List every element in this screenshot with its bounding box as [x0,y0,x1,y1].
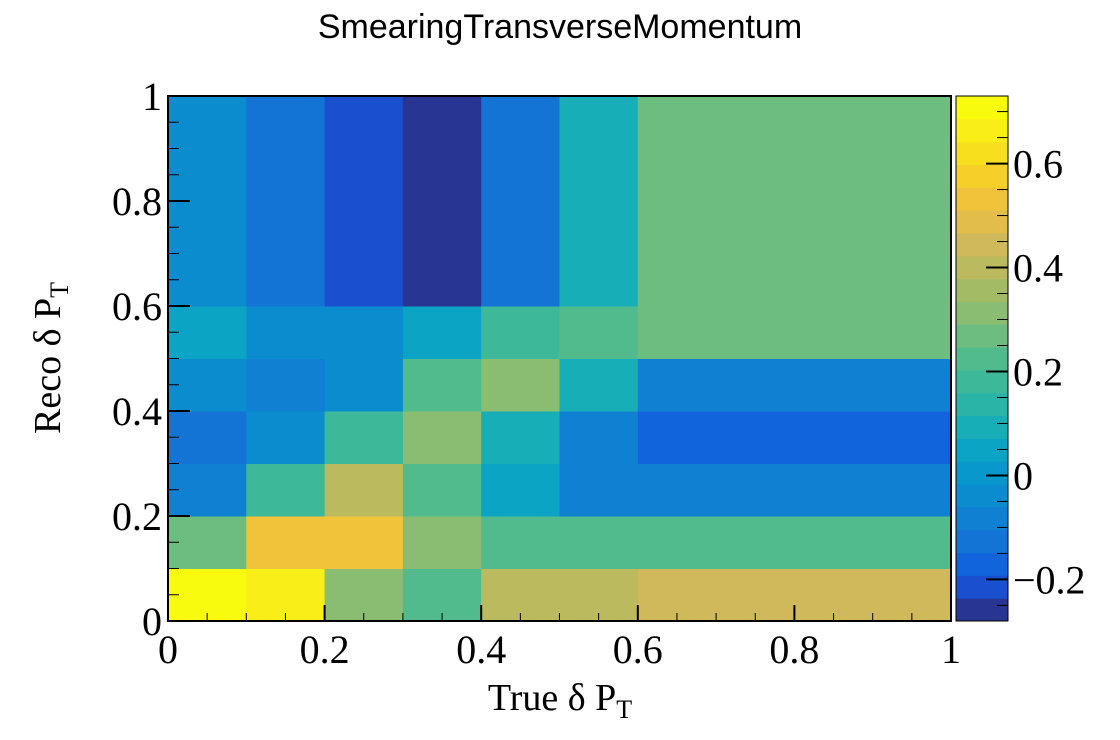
heatmap-cell [246,411,326,464]
heatmap-cell [637,96,952,307]
heatmap-cell [559,306,639,359]
heatmap-cell [246,306,326,359]
heatmap-cell [402,463,482,517]
heatmap-cell [637,358,952,412]
chart-title: SmearingTransverseMomentum [318,8,802,46]
color-scale-tick-label: −0.2 [1013,557,1086,602]
heatmap-cell [168,306,247,359]
heatmap-cell [559,358,639,412]
heatmap-cell [559,411,639,464]
color-scale-band [956,278,1008,302]
palette-frame [955,95,1009,622]
color-scale-tick-label: 0 [1013,453,1033,498]
heatmap-cell [324,568,404,622]
heatmap-cell [559,516,639,569]
heatmap-cell [481,568,560,622]
heatmap-cell [324,358,404,412]
y-tick-label: 0.4 [112,389,162,434]
heatmap-cell [481,306,560,359]
heatmap-cell [402,358,482,412]
heatmap-cell [481,358,560,412]
color-scale-tick-label: 0.2 [1013,349,1063,394]
color-scale-band [956,552,1008,576]
color-scale-band [956,438,1008,462]
color-scale-tick-label: 0.6 [1013,142,1063,187]
x-tick-label: 0.6 [613,627,663,672]
x-tick-label: 1 [941,627,961,672]
color-scale-band [956,506,1008,531]
heatmap-cell [559,96,639,307]
heatmap-cell [324,306,404,359]
color-scale-band [956,461,1008,485]
heatmap-cell [637,463,952,517]
heatmap-cell [559,463,639,517]
color-scale-band [956,164,1008,188]
heatmap-cell [168,568,247,622]
heatmap-cell [637,411,952,464]
heatmap-cell [168,411,247,464]
heatmap-cell [246,358,326,412]
color-scale: −0.2 0 0.2 0.4 0.6 [956,96,1086,622]
heatmap-cell [246,463,326,517]
color-scale-band [956,598,1008,622]
y-tick-label: 0.8 [112,179,162,224]
heatmap-cell [324,96,404,307]
x-tick-label: 0.2 [300,627,350,672]
color-scale-band [956,484,1008,508]
color-scale-band [956,96,1008,120]
heatmap-cell [246,96,326,307]
color-scale-tick-label: 0.4 [1013,246,1063,291]
heatmap-cell [324,463,404,517]
x-tick-label: 0.4 [456,627,506,672]
color-scale-band [956,118,1008,143]
x-tick-label: 0 [158,627,178,672]
x-tick-label: 0.8 [769,627,819,672]
heatmap-cell [402,411,482,464]
color-scale-band [956,187,1008,211]
heatmap-cell [637,516,952,569]
color-scale-band [956,232,1008,257]
heatmap-cell [402,306,482,359]
heatmap-cell [246,516,326,569]
heatmap-cell [481,463,560,517]
heatmap-cells [168,96,952,622]
heatmap-cell [402,516,482,569]
color-scale-band [956,210,1008,234]
color-scale-band [956,347,1008,371]
axes: 00 0.2 0.2 0.4 0.4 0.6 0.6 0.8 0.8 1 1 [112,74,961,672]
heatmap-cell [324,516,404,569]
y-axis-label: Reco δ PT [27,282,74,434]
heatmap-cell [481,516,560,569]
color-scale-band [956,324,1008,348]
y-tick-label: 1 [142,74,162,119]
color-scale-band [956,141,1008,165]
color-scale-band [956,301,1008,325]
heatmap-cell [481,411,560,464]
heatmap-cell [559,568,639,622]
color-scale-band [956,415,1008,439]
color-scale-band [956,529,1008,554]
heatmap-cell [402,568,482,622]
y-tick-label: 0.6 [112,284,162,329]
x-axis-label: True δ PT [488,677,632,724]
heatmap-cell [324,411,404,464]
heatmap-cell [168,358,247,412]
heatmap-cell [402,96,482,307]
y-tick-label: 0.2 [112,494,162,539]
y-tick-label: 0 [142,599,162,644]
color-scale-band [956,575,1008,599]
heatmap-cell [246,568,326,622]
heatmap-cell [168,516,247,569]
heatmap-cell [637,306,952,359]
color-scale-band [956,392,1008,417]
color-scale-band [956,369,1008,394]
heatmap-cell [481,96,560,307]
color-scale-band [956,255,1008,280]
heatmap-cell [168,463,247,517]
